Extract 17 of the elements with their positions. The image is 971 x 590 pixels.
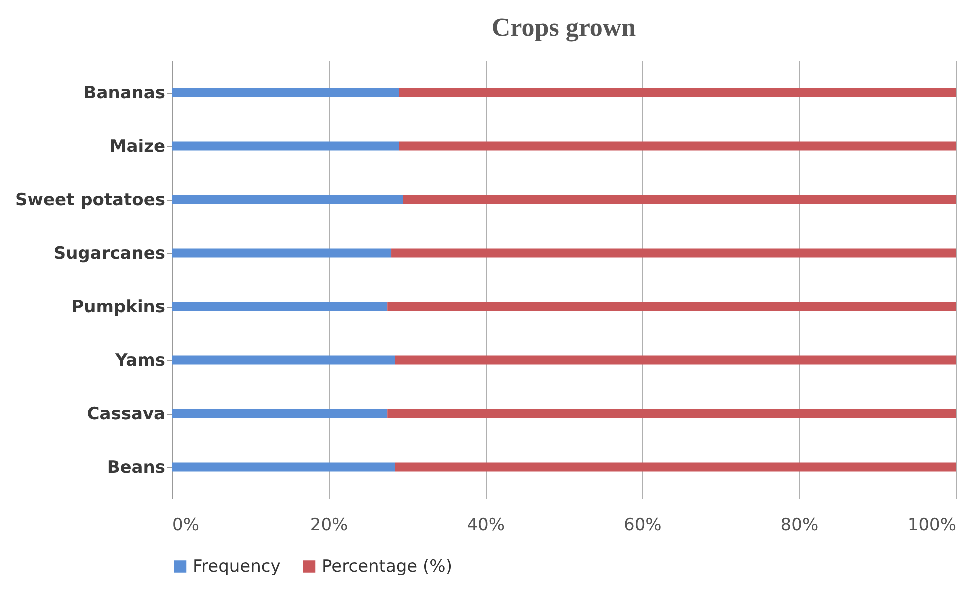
legend-label: Frequency bbox=[193, 556, 281, 577]
y-tick-label: Yams bbox=[114, 350, 166, 371]
x-tick-label: 0% bbox=[172, 516, 200, 536]
x-tick-label: 40% bbox=[467, 516, 505, 536]
y-tick-label: Maize bbox=[110, 136, 166, 157]
x-tick-label: 60% bbox=[624, 516, 662, 536]
y-tick-label: Sweet potatoes bbox=[16, 190, 166, 210]
x-tick-label: 20% bbox=[310, 516, 348, 536]
y-tick-label: Bananas bbox=[84, 83, 166, 104]
y-tick-label: Pumpkins bbox=[72, 297, 166, 318]
x-tick-label: 80% bbox=[780, 516, 819, 536]
legend-label: Percentage (%) bbox=[322, 556, 452, 577]
chart-title: Crops grown bbox=[492, 13, 637, 42]
x-tick-label: 100% bbox=[908, 516, 956, 536]
y-tick-label: Sugarcanes bbox=[54, 244, 166, 264]
y-tick-label: Cassava bbox=[87, 404, 166, 424]
y-tick-label: Beans bbox=[107, 458, 166, 478]
